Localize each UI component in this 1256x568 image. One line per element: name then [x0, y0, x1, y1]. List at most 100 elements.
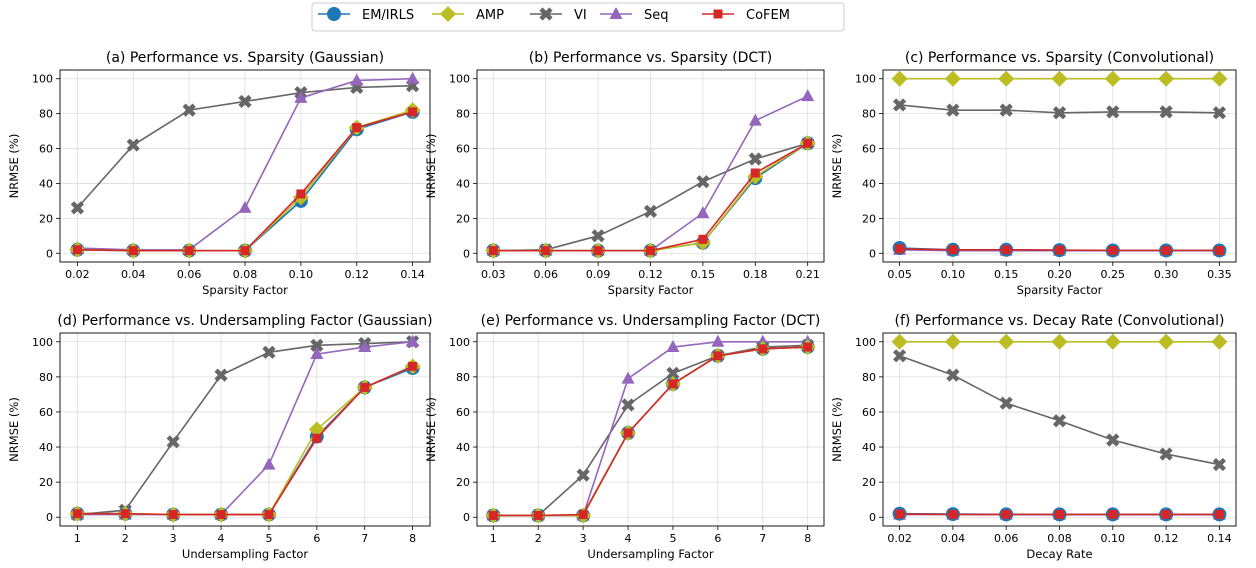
x-tick-label: 0.08 [233, 268, 258, 281]
x-tick-label: 4 [218, 532, 225, 545]
data-point-cofem [578, 510, 588, 520]
series-amp [891, 333, 1228, 350]
y-tick-label: 80 [862, 108, 876, 121]
data-point-vi [643, 204, 658, 218]
subplot-title: (e) Performance vs. Undersampling Factor… [481, 313, 821, 329]
data-point-vi [1159, 447, 1173, 461]
data-point-vi [946, 368, 960, 382]
legend-label: CoFEM [746, 8, 790, 23]
series-cofem [488, 138, 813, 256]
x-tick-label: 5 [265, 532, 272, 545]
x-tick-label: 8 [804, 532, 811, 545]
data-point-vi [1159, 105, 1173, 119]
data-point-seq [406, 334, 420, 347]
y-tick-label: 40 [862, 441, 876, 454]
data-point-cofem [408, 361, 418, 371]
y-tick-label: 80 [39, 108, 53, 121]
data-point-vi [182, 103, 196, 117]
data-point-amp [998, 70, 1015, 87]
y-tick-label: 100 [449, 73, 470, 86]
data-point-cofem [352, 123, 362, 133]
y-tick-label: 0 [46, 511, 53, 524]
y-tick-label: 0 [463, 511, 470, 524]
y-tick-label: 20 [39, 212, 53, 225]
axes-frame [882, 69, 1237, 263]
data-point-cofem [948, 245, 958, 255]
data-point-cofem [72, 509, 82, 519]
series-line-amp [493, 346, 808, 517]
x-axis-label: Decay Rate [1026, 547, 1092, 561]
data-point-cofem [803, 342, 813, 352]
data-point-vi [1052, 106, 1067, 120]
x-tick-label: 0.15 [994, 268, 1019, 281]
data-point-vi [696, 175, 710, 189]
subplot-d: 0 20 40 60 80 100 1 2 3 4 5 6 7 8 (d) Performance vs. … [7, 313, 433, 561]
y-tick-label: 80 [456, 108, 470, 121]
series-vi [893, 98, 1227, 120]
y-tick-label: 100 [32, 336, 53, 349]
legend-marker-seq [609, 7, 623, 19]
x-tick-label: 0.20 [1047, 268, 1072, 281]
x-tick-label: 0.06 [533, 268, 558, 281]
data-point-vi [1106, 105, 1120, 119]
data-point-vi [748, 152, 762, 166]
x-tick-label: 0.14 [400, 268, 425, 281]
x-axis-label: Sparsity Factor [1017, 283, 1103, 297]
data-point-cofem [713, 351, 723, 361]
x-tick-label: 5 [669, 532, 676, 545]
x-tick-label: 3 [170, 532, 177, 545]
x-tick-label: 0.10 [289, 268, 314, 281]
data-point-vi [999, 103, 1013, 117]
y-tick-label: 20 [456, 476, 470, 489]
data-point-vi [166, 435, 180, 449]
data-point-cofem [1001, 245, 1011, 255]
data-point-vi [126, 138, 140, 152]
legend-label: AMP [476, 8, 504, 23]
series-line-vi [77, 340, 413, 516]
subplot-title: (b) Performance vs. Sparsity (DCT) [529, 50, 772, 66]
grid [883, 70, 1236, 262]
data-point-vi [591, 229, 605, 243]
y-axis-label: NRMSE (%) [424, 134, 438, 199]
y-tick-label: 20 [456, 212, 470, 225]
data-point-seq [801, 89, 815, 102]
x-tick-label: 0.35 [1207, 268, 1232, 281]
data-point-cofem [488, 510, 498, 520]
series-seq [70, 334, 420, 520]
data-point-cofem [296, 189, 306, 199]
data-point-amp [944, 70, 961, 87]
x-tick-label: 0.08 [1047, 532, 1072, 545]
series-vi [486, 338, 815, 523]
y-tick-label: 40 [39, 441, 53, 454]
data-point-vi [946, 103, 960, 117]
data-point-seq [406, 71, 420, 84]
x-tick-label: 0.12 [1154, 532, 1179, 545]
data-point-amp [1104, 333, 1121, 350]
data-point-vi [238, 94, 252, 109]
legend-label: VI [574, 8, 587, 23]
data-point-vi [666, 366, 680, 380]
y-axis-label: NRMSE (%) [424, 397, 438, 462]
x-tick-label: 2 [122, 532, 129, 545]
legend-label: EM/IRLS [362, 8, 414, 23]
axes-frame [882, 332, 1237, 527]
grid [60, 333, 430, 526]
data-point-seq [358, 340, 372, 353]
x-tick-label: 0.12 [638, 268, 663, 281]
series-amp [485, 339, 816, 524]
x-tick-label: 0.10 [1101, 532, 1126, 545]
x-tick-label: 7 [361, 532, 368, 545]
x-tick-label: 3 [580, 532, 587, 545]
data-point-amp [998, 333, 1015, 350]
y-tick-label: 80 [862, 371, 876, 384]
y-tick-label: 0 [869, 247, 876, 260]
x-tick-label: 0.21 [795, 268, 820, 281]
x-tick-label: 0.25 [1101, 268, 1126, 281]
y-axis-label: NRMSE (%) [7, 397, 21, 462]
series-line-cofem [77, 365, 413, 516]
data-point-amp [1211, 70, 1228, 87]
grid [477, 70, 824, 262]
x-tick-label: 0.04 [941, 532, 966, 545]
x-tick-label: 4 [625, 532, 632, 545]
data-point-cofem [128, 246, 138, 256]
